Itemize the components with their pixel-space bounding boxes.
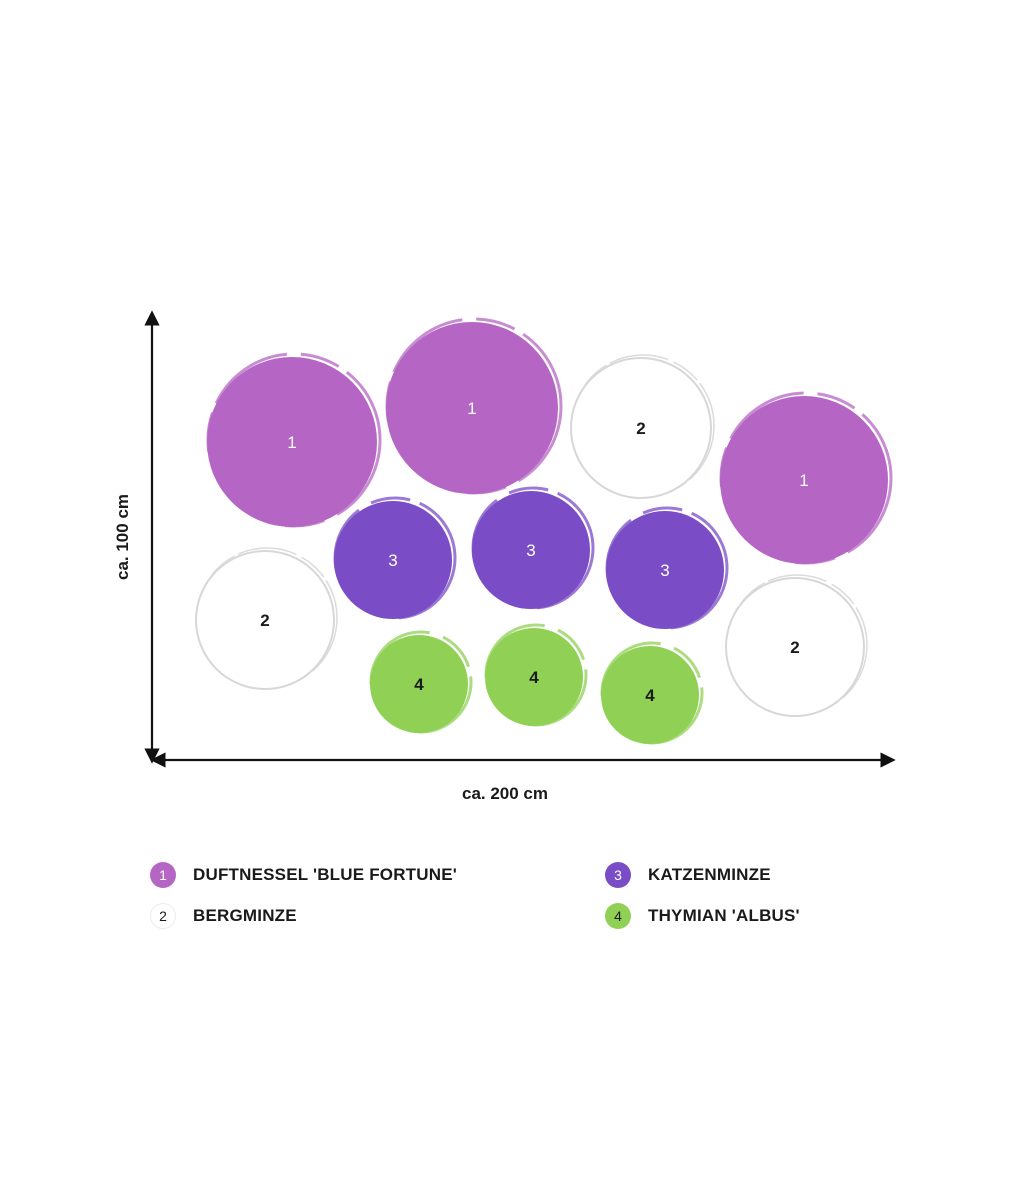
legend-label: BERGMINZE — [193, 906, 297, 925]
plant-circle — [570, 357, 712, 499]
plant-number-label: 4 — [414, 675, 424, 694]
plant-thymian-12: 4 — [600, 641, 704, 745]
legend-label: THYMIAN 'ALBUS' — [648, 906, 800, 925]
legend-label: KATZENMINZE — [648, 865, 771, 884]
plant-duftnessel-4: 1 — [719, 391, 893, 565]
legend-item-thymian: 4 THYMIAN 'ALBUS' — [605, 901, 800, 931]
legend-label: DUFTNESSEL 'BLUE FORTUNE' — [193, 865, 458, 884]
planting-plan-diagram: 1 1 2 1 3 3 3 2 2 4 4 4 ca. 100 cm ca. 200 cm — [113, 310, 896, 803]
width-dimension-label: ca. 200 cm — [462, 784, 548, 803]
plant-katzenminze-5: 3 — [333, 496, 457, 620]
plants-layer: 1 1 2 1 3 3 3 2 2 4 4 4 — [195, 317, 893, 745]
plant-thymian-10: 4 — [369, 630, 473, 734]
plant-bergminze-9: 2 — [725, 574, 868, 717]
plant-circle — [485, 628, 583, 726]
plant-duftnessel-1: 1 — [206, 352, 382, 528]
plant-number-label: 3 — [660, 561, 669, 580]
plant-circle — [472, 491, 590, 609]
plant-circle — [386, 322, 558, 494]
plant-number-label: 1 — [467, 399, 476, 418]
height-dimension-label: ca. 100 cm — [113, 494, 132, 580]
legend-dot-4: 4 — [605, 903, 631, 929]
legend-item-bergminze: 2 BERGMINZE — [150, 901, 297, 931]
plant-number-label: 3 — [526, 541, 535, 560]
plant-circle — [606, 511, 724, 629]
legend-item-katzenminze: 3 KATZENMINZE — [605, 860, 771, 890]
plant-number-label: 1 — [287, 433, 296, 452]
legend-dot-2: 2 — [150, 903, 176, 929]
plant-katzenminze-6: 3 — [471, 486, 595, 610]
plant-number-label: 1 — [799, 471, 808, 490]
plant-number-label: 3 — [388, 551, 397, 570]
plant-number-label: 2 — [260, 611, 269, 630]
plant-circle — [601, 646, 699, 744]
plant-number-label: 2 — [790, 638, 799, 657]
legend-item-duftnessel: 1 DUFTNESSEL 'BLUE FORTUNE' — [150, 860, 457, 890]
plant-circle — [725, 577, 865, 717]
plant-number-label: 4 — [645, 686, 655, 705]
plant-number-label: 4 — [529, 668, 539, 687]
legend: 1 DUFTNESSEL 'BLUE FORTUNE' 2 BERGMINZE … — [150, 855, 850, 945]
plant-number-label: 2 — [636, 419, 645, 438]
legend-dot-3: 3 — [605, 862, 631, 888]
plant-bergminze-8: 2 — [195, 547, 338, 690]
plant-circle — [370, 635, 468, 733]
plant-duftnessel-2: 1 — [385, 317, 563, 495]
plant-circle — [195, 550, 335, 690]
plant-bergminze-3: 2 — [570, 354, 715, 499]
plant-circle — [334, 501, 452, 619]
plant-circle — [207, 357, 377, 527]
legend-dot-1: 1 — [150, 862, 176, 888]
plant-thymian-11: 4 — [484, 623, 588, 727]
plant-circle — [720, 396, 888, 564]
plant-katzenminze-7: 3 — [605, 506, 729, 630]
